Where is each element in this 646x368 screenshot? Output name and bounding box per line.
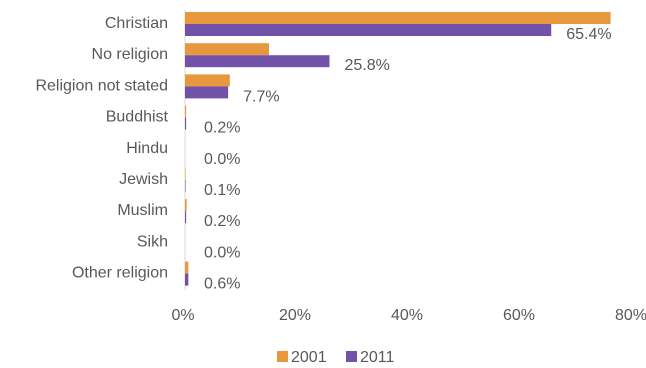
bar-2001-religion-not-stated xyxy=(185,74,230,87)
bar-2011-jewish xyxy=(185,180,186,192)
x-tick-label: 60% xyxy=(503,307,535,324)
bar-2011-other-religion xyxy=(185,273,189,286)
bar-2001-jewish xyxy=(185,168,186,180)
data-label: 0.2% xyxy=(204,213,240,230)
data-label: 0.6% xyxy=(204,276,240,293)
legend-swatch-2001 xyxy=(277,351,288,362)
category-label: Other religion xyxy=(72,265,168,282)
bar-2011-muslim xyxy=(185,211,187,224)
data-label: 0.0% xyxy=(204,244,240,261)
x-tick-label: 40% xyxy=(391,307,423,324)
data-label: 7.7% xyxy=(243,88,279,105)
x-tick-labels: 0% 20% 40% 60% 80% xyxy=(171,307,646,324)
x-tick-label: 0% xyxy=(171,307,194,324)
legend: 2001 2011 xyxy=(277,349,395,366)
data-label: 25.8% xyxy=(344,57,389,74)
bar-2001-no-religion xyxy=(185,43,269,56)
legend-label-2001: 2001 xyxy=(291,349,327,366)
bar-2011-buddhist xyxy=(185,117,187,130)
data-label: 0.2% xyxy=(204,120,240,137)
bar-2001-christian xyxy=(185,12,611,24)
bar-2001-other-religion xyxy=(185,261,189,274)
category-label: No religion xyxy=(92,46,168,63)
category-label: Christian xyxy=(105,15,168,32)
bar-2001-muslim xyxy=(185,199,187,212)
bar-2011-no-religion xyxy=(185,55,330,68)
bars-group xyxy=(185,12,611,286)
bar-2011-christian xyxy=(185,24,552,36)
data-label: 0.1% xyxy=(204,182,240,199)
data-label: 0.0% xyxy=(204,151,240,168)
category-label: Buddhist xyxy=(106,109,169,126)
category-label: Jewish xyxy=(119,171,168,188)
category-label: Hindu xyxy=(126,140,168,157)
category-label: Muslim xyxy=(117,202,168,219)
category-labels: Christian No religion Religion not stated B… xyxy=(35,15,168,282)
legend-label-2011: 2011 xyxy=(360,349,395,366)
legend-swatch-2011 xyxy=(346,351,357,362)
data-label: 65.4% xyxy=(566,26,611,43)
x-tick-label: 20% xyxy=(279,307,311,324)
x-tick-label: 80% xyxy=(615,307,646,324)
data-labels: 65.4%25.8%7.7%0.2%0.0%0.1%0.2%0.0%0.6% xyxy=(204,26,612,293)
bar-2001-buddhist xyxy=(185,105,187,118)
bar-2011-religion-not-stated xyxy=(185,86,229,99)
category-label: Religion not stated xyxy=(35,77,168,94)
category-label: Sikh xyxy=(137,233,168,250)
